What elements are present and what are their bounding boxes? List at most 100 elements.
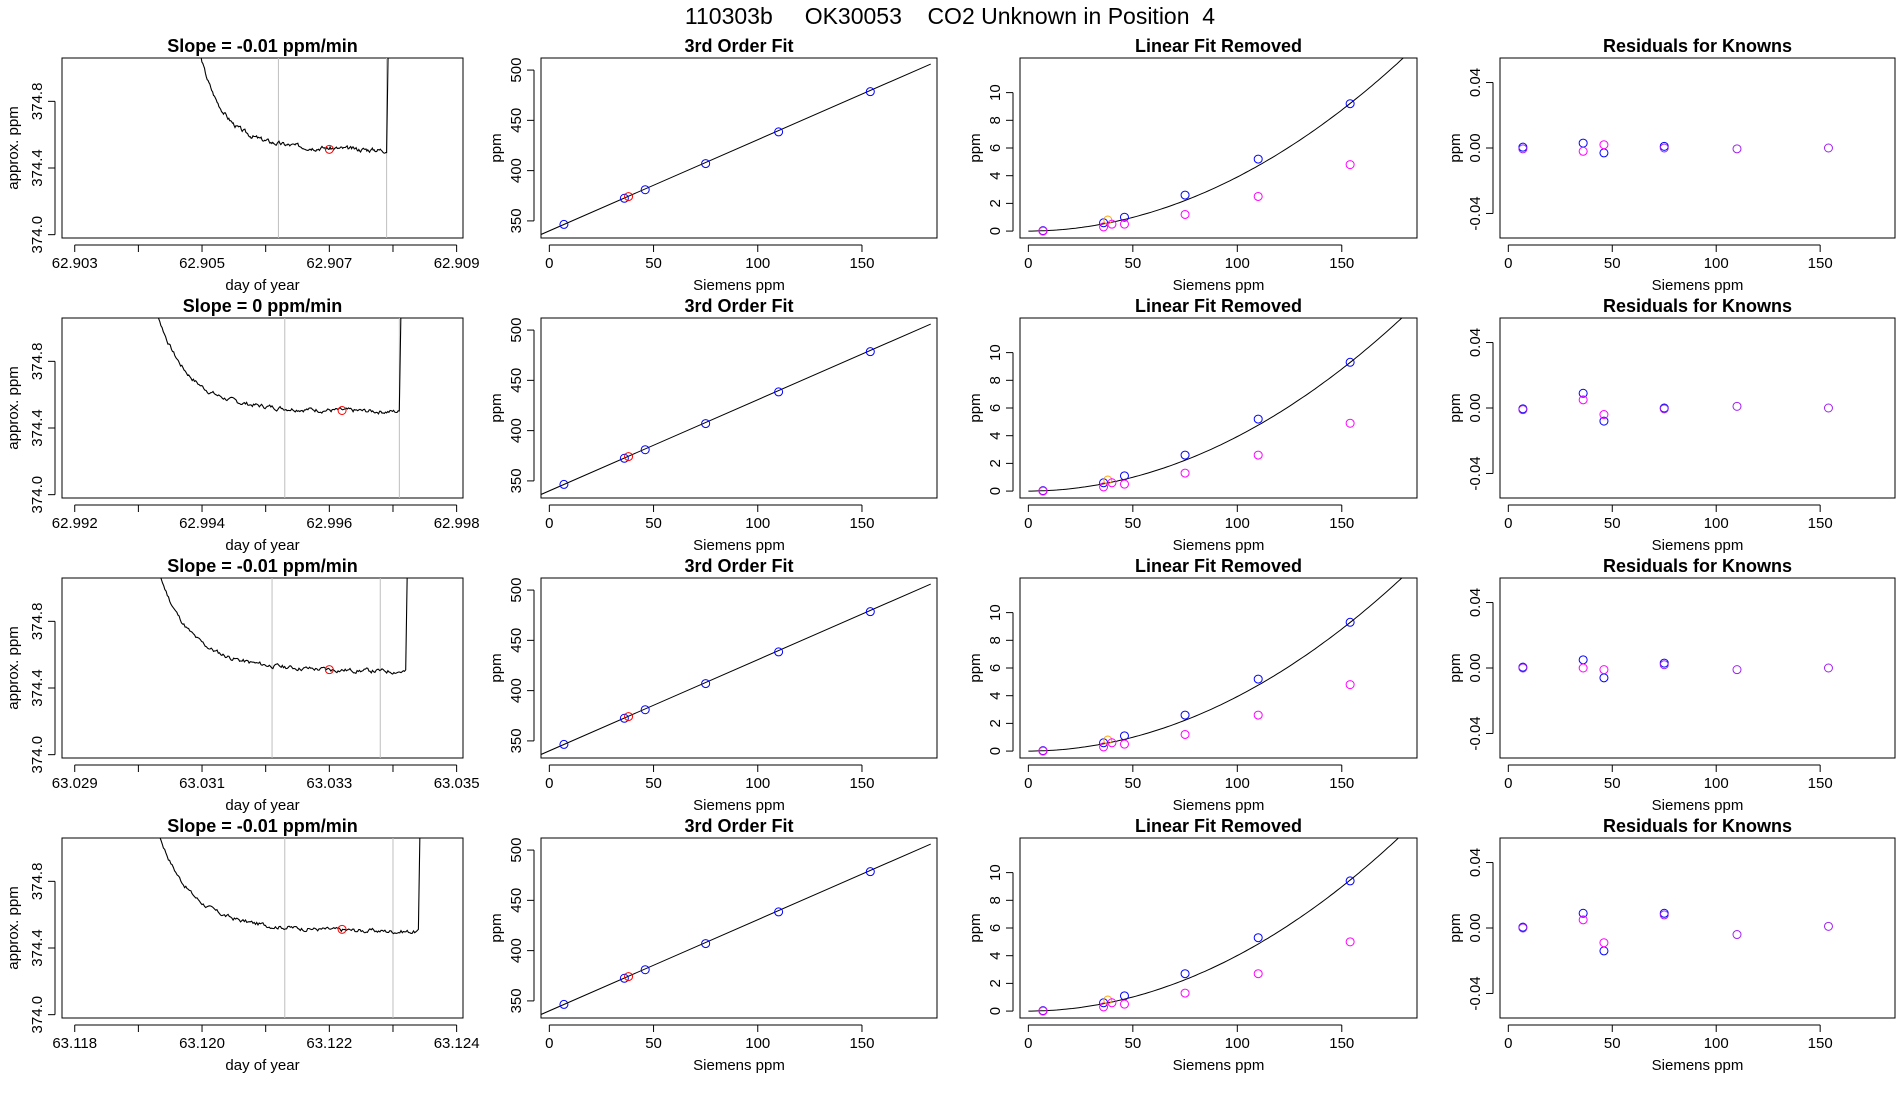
data-point	[701, 159, 711, 169]
fit-line	[541, 63, 931, 235]
x-tick-label: 100	[745, 775, 770, 792]
data-point	[559, 219, 569, 229]
plot-frame	[540, 317, 938, 499]
x-tick-label: 63.031	[179, 775, 225, 792]
plot-frame	[1499, 837, 1896, 1019]
data-point	[1253, 710, 1263, 720]
y-tick-label: 450	[508, 628, 525, 653]
x-axis-label: day of year	[225, 1057, 299, 1074]
y-tick-label: -0.04	[1467, 196, 1484, 230]
data-point	[1823, 403, 1833, 413]
y-tick-label: 350	[508, 208, 525, 233]
panel-r1-c1: Slope = -0.01 ppm/min 62.903 62.905 62.907 6…	[5, 36, 480, 294]
y-tick-label: 374.0	[29, 996, 46, 1034]
y-axis-label: approx. ppm	[5, 626, 22, 709]
data-point	[1099, 742, 1109, 752]
panel-title: Slope = -0.01 ppm/min	[167, 36, 358, 56]
data-point	[1732, 665, 1742, 675]
figure-title: 110303b OK30053 CO2 Unknown in Position …	[684, 3, 1216, 29]
y-tick-label: 10	[987, 864, 1004, 881]
y-tick-label: 400	[508, 678, 525, 703]
plot-area	[1028, 578, 1403, 756]
x-axis-label: Siemens ppm	[1652, 1057, 1744, 1074]
data-point	[1107, 478, 1117, 488]
y-tick-label: 374.8	[29, 83, 46, 121]
plot-frame	[61, 577, 464, 759]
x-axis-label: day of year	[225, 797, 299, 814]
data-point	[1253, 154, 1263, 164]
y-axis-label: ppm	[488, 913, 505, 942]
y-tick-label: 0	[987, 227, 1004, 235]
plot-frame	[540, 837, 938, 1019]
panel-r2-c3: Linear Fit Removed 0 50 100 150 Siemens ppm 0 2…	[967, 296, 1418, 554]
x-tick-label: 150	[1808, 1035, 1833, 1052]
data-point	[1599, 410, 1609, 420]
y-tick-label: 450	[508, 108, 525, 133]
x-axis-label: Siemens ppm	[693, 1057, 785, 1074]
x-axis-label: Siemens ppm	[1173, 1057, 1265, 1074]
plot-area	[160, 578, 408, 758]
x-tick-label: 0	[1504, 1035, 1512, 1052]
x-tick-label: 100	[1225, 515, 1250, 532]
data-point	[1180, 969, 1190, 979]
x-tick-label: 100	[1225, 255, 1250, 272]
panel-title: Residuals for Knowns	[1603, 36, 1792, 56]
panel-title: Residuals for Knowns	[1603, 296, 1792, 316]
y-axis-label: approx. ppm	[5, 106, 22, 189]
x-tick-label: 0	[1024, 515, 1032, 532]
y-tick-label: 0	[987, 487, 1004, 495]
x-tick-label: 63.033	[306, 775, 352, 792]
data-point	[1518, 923, 1528, 933]
x-tick-label: 150	[849, 515, 874, 532]
y-tick-label: 8	[987, 636, 1004, 644]
data-point	[619, 193, 629, 203]
x-tick-label: 0	[1504, 255, 1512, 272]
data-point	[1345, 680, 1355, 690]
x-tick-label: 100	[1225, 1035, 1250, 1052]
y-tick-label: 4	[987, 692, 1004, 700]
x-tick-label: 50	[645, 1035, 662, 1052]
y-tick-label: 0.04	[1467, 68, 1484, 97]
data-point	[1345, 357, 1355, 367]
data-point	[1578, 138, 1588, 148]
data-point	[1180, 190, 1190, 200]
panel-r1-c2: 3rd Order Fit 0 50 100 150 Siemens ppm 350 400 4…	[488, 36, 938, 294]
x-tick-label: 100	[1704, 775, 1729, 792]
data-point	[1253, 414, 1263, 424]
data-point	[1345, 99, 1355, 109]
plot-frame	[1019, 837, 1418, 1019]
data-point	[1518, 144, 1528, 154]
data-point	[774, 647, 784, 657]
x-tick-label: 63.120	[179, 1035, 225, 1052]
y-tick-label: 0.00	[1467, 913, 1484, 942]
x-tick-label: 50	[1604, 255, 1621, 272]
x-axis-label: Siemens ppm	[1652, 277, 1744, 294]
data-point	[624, 972, 634, 982]
panel-title: Residuals for Knowns	[1603, 816, 1792, 836]
x-tick-label: 100	[1704, 255, 1729, 272]
y-tick-label: 400	[508, 158, 525, 183]
y-tick-label: 2	[987, 459, 1004, 467]
x-tick-label: 50	[645, 515, 662, 532]
x-tick-label: 50	[645, 775, 662, 792]
plot-area	[1518, 388, 1833, 426]
y-axis-label: ppm	[967, 653, 984, 682]
y-tick-label: 8	[987, 376, 1004, 384]
data-point	[865, 867, 875, 877]
panel-r1-c4: Residuals for Knowns 0 50 100 150 Siemens ppm…	[1447, 36, 1896, 294]
y-tick-label: 0.04	[1467, 588, 1484, 617]
x-tick-label: 62.905	[179, 255, 225, 272]
data-point	[1659, 910, 1669, 920]
panel-title: Slope = -0.01 ppm/min	[167, 816, 358, 836]
plot-frame	[1019, 317, 1418, 499]
plot-frame	[1019, 57, 1418, 239]
x-tick-label: 150	[1808, 515, 1833, 532]
data-point	[640, 965, 650, 975]
y-tick-label: 374.4	[29, 409, 46, 447]
mean-marker	[324, 144, 334, 154]
plot-area	[541, 843, 931, 1015]
x-tick-label: 62.994	[179, 515, 225, 532]
data-point	[1107, 998, 1117, 1008]
y-tick-label: 2	[987, 979, 1004, 987]
data-point	[1253, 933, 1263, 943]
